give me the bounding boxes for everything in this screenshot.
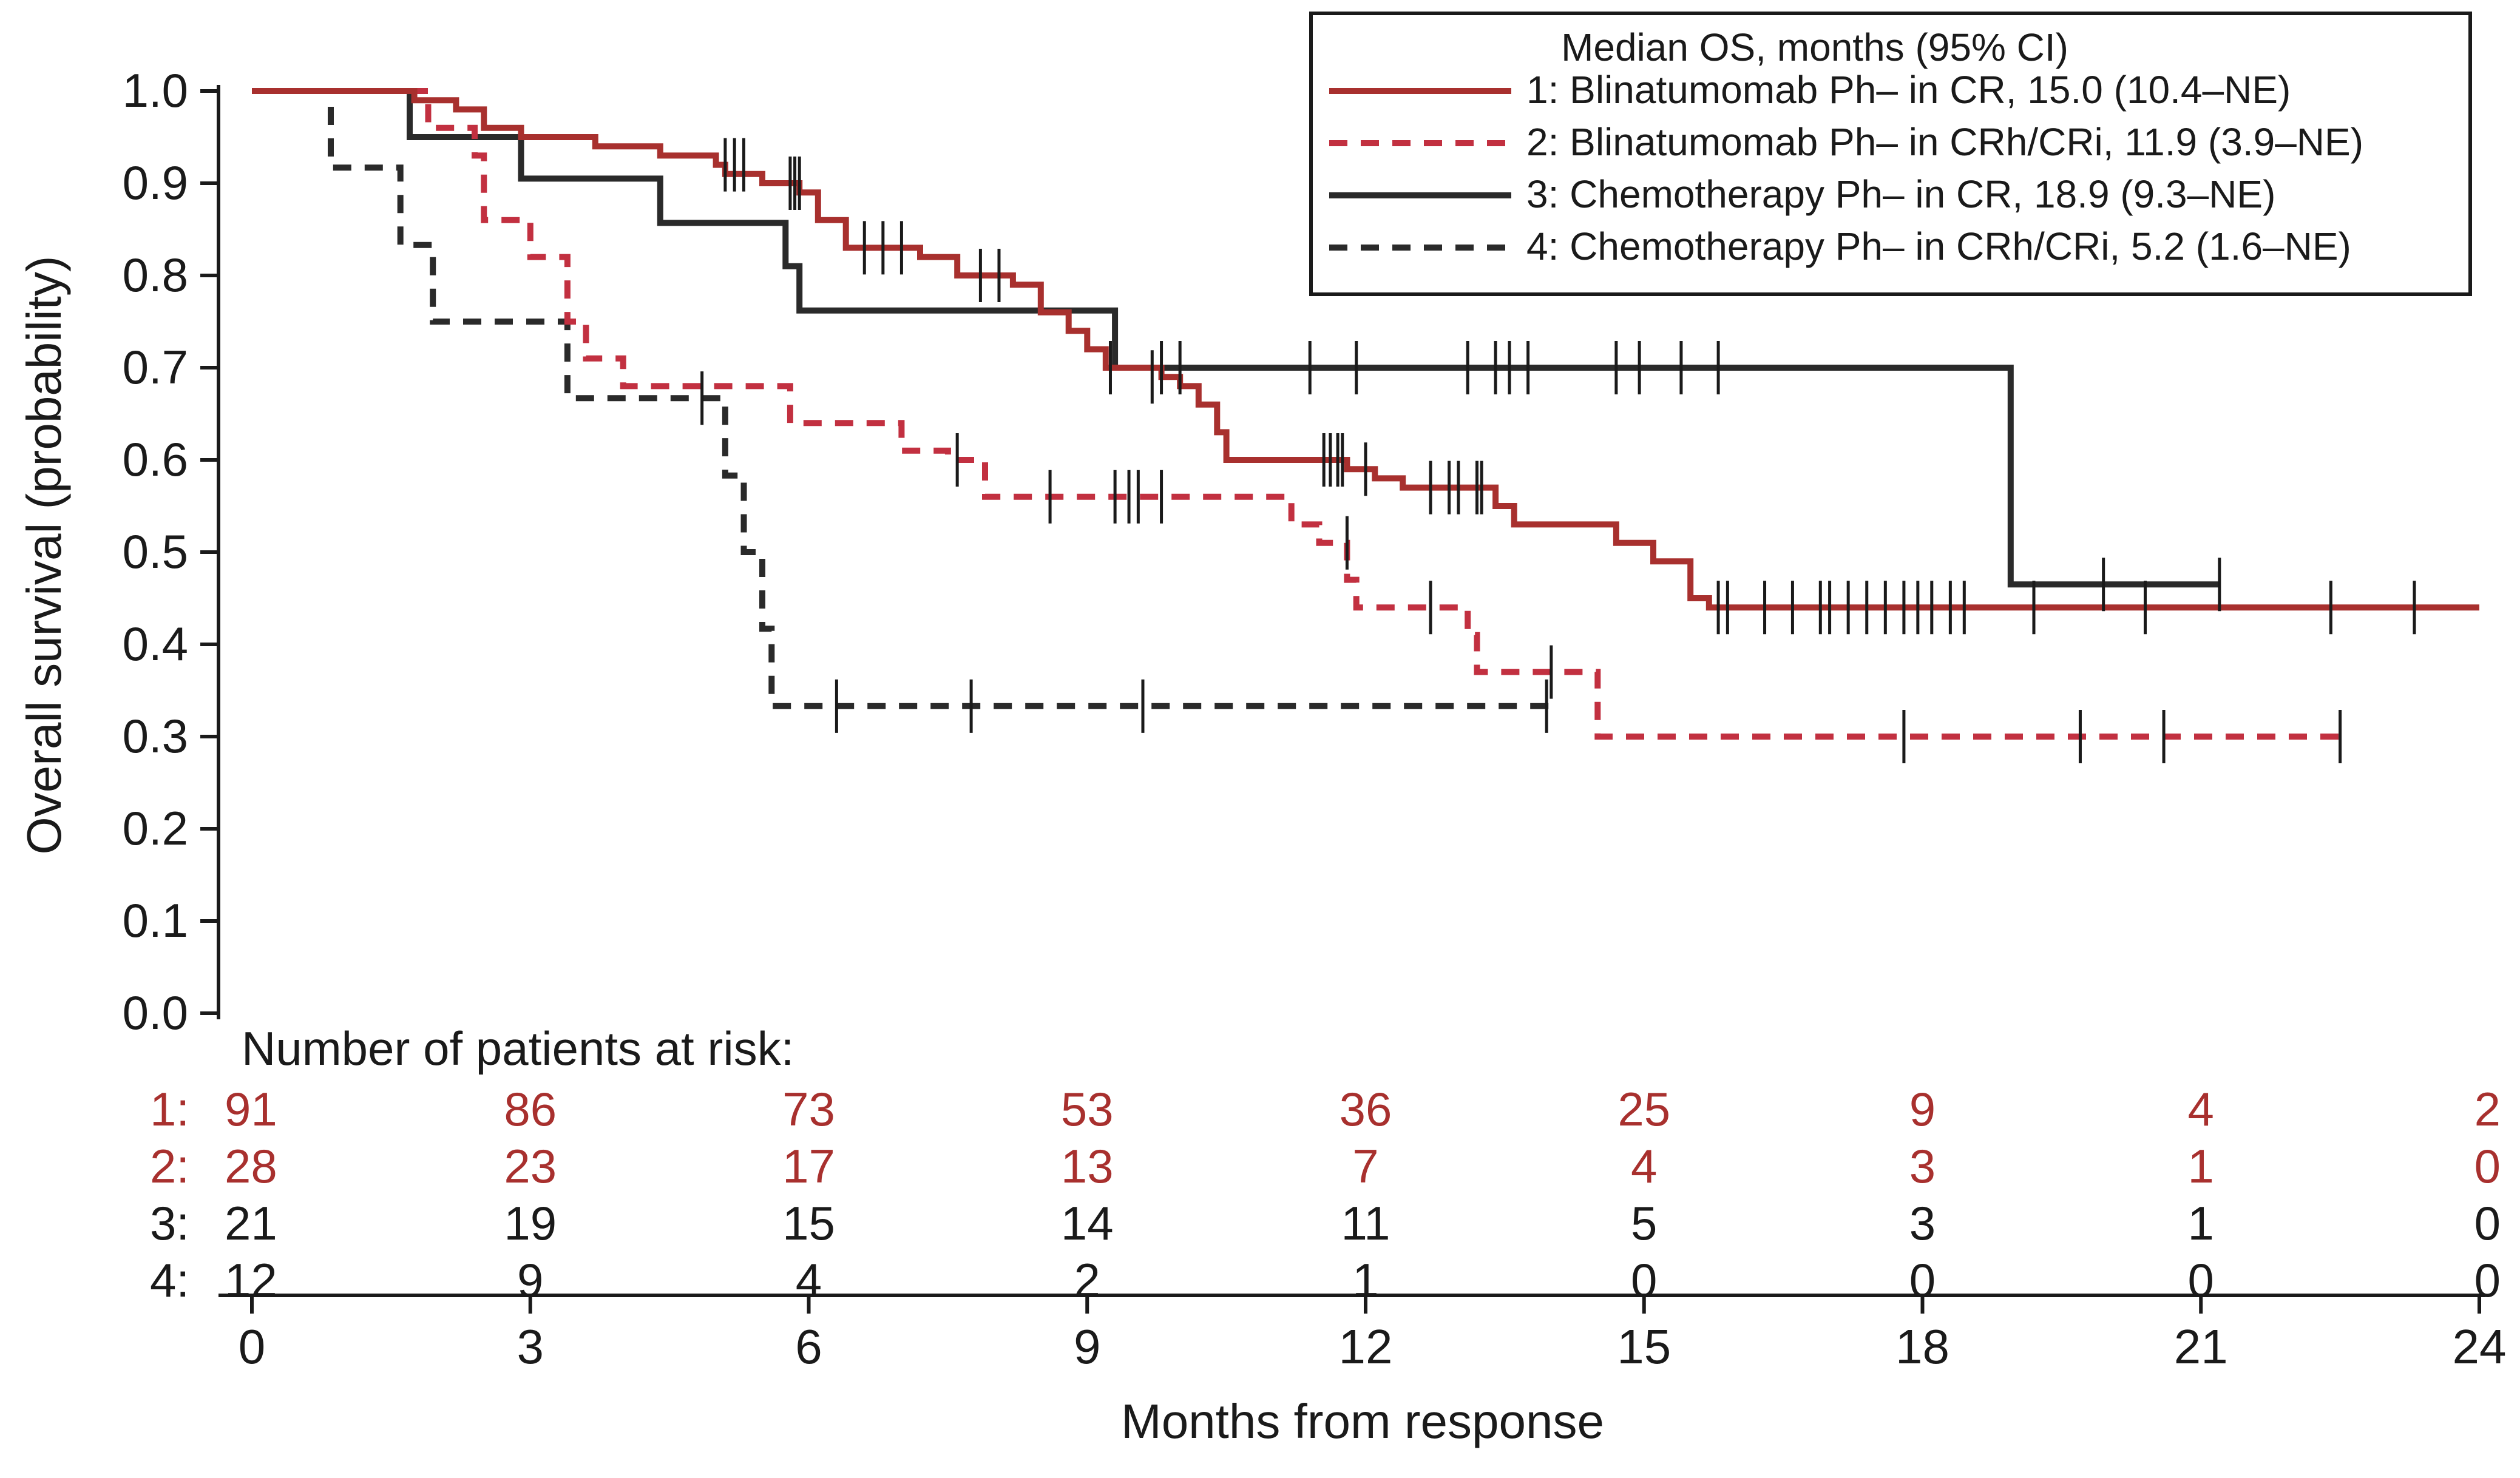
- y-tick-label: 0.2: [123, 801, 188, 855]
- x-axis-label: Months from response: [1121, 1394, 1604, 1448]
- risk-value: 36: [1340, 1082, 1392, 1136]
- risk-value: 25: [1617, 1082, 1670, 1136]
- risk-table: 1: 91 86 73 53 36 25 9 4 22: 28 23 17 13 7 4 3 1 03: 21 19 15…: [150, 1082, 2501, 1307]
- y-tick-label: 0.9: [123, 156, 188, 209]
- risk-value: 0: [1909, 1254, 1936, 1307]
- risk-row-label: 4:: [150, 1254, 189, 1307]
- x-tick-label: 3: [517, 1320, 544, 1374]
- x-tick-label: 21: [2174, 1320, 2228, 1374]
- x-tick-label: 12: [1339, 1320, 1393, 1374]
- risk-row-label: 2:: [150, 1139, 189, 1193]
- risk-value: 86: [504, 1082, 557, 1136]
- y-tick-label: 0.5: [123, 525, 188, 578]
- risk-value: 7: [1352, 1139, 1378, 1193]
- y-tick-label: 0.6: [123, 433, 188, 486]
- risk-value: 4: [2188, 1082, 2214, 1136]
- risk-value: 19: [504, 1196, 557, 1250]
- risk-value: 0: [2474, 1196, 2501, 1250]
- legend-label-3: 3: Chemotherapy Ph– in CR, 18.9 (9.3–NE): [1526, 172, 2275, 216]
- risk-value: 4: [796, 1254, 822, 1307]
- y-tick-label: 0.0: [123, 986, 188, 1039]
- x-tick-label: 9: [1074, 1320, 1101, 1374]
- risk-table-title: Number of patients at risk:: [242, 1022, 794, 1075]
- x-tick-label: 0: [239, 1320, 266, 1374]
- axes-layer: 0.00.10.20.30.40.50.60.70.80.91.00 3 6 9 12 1…: [123, 64, 2507, 1374]
- series-1-curve: [252, 88, 2479, 611]
- x-tick-label: 18: [1895, 1320, 1949, 1374]
- y-tick-label: 0.4: [123, 617, 188, 670]
- legend-entries: 1: Blinatumomab Ph– in CR, 15.0 (10.4–NE…: [1329, 68, 2363, 268]
- risk-row-label: 3:: [150, 1196, 189, 1250]
- risk-value: 3: [1909, 1196, 1936, 1250]
- series-layer: [252, 88, 2479, 740]
- y-axis-label: Overall survival (probability): [17, 256, 71, 855]
- risk-value: 5: [1631, 1196, 1657, 1250]
- y-tick-label: 1.0: [123, 64, 188, 117]
- y-tick-label: 0.7: [123, 340, 188, 394]
- risk-value: 28: [225, 1139, 277, 1193]
- risk-value: 21: [225, 1196, 277, 1250]
- series-4-curve: [252, 88, 1561, 709]
- y-tick-label: 0.3: [123, 709, 188, 763]
- risk-value: 3: [1909, 1139, 1936, 1193]
- risk-value: 15: [782, 1196, 835, 1250]
- risk-value: 13: [1061, 1139, 1114, 1193]
- risk-value: 0: [2474, 1254, 2501, 1307]
- risk-value: 2: [1074, 1254, 1100, 1307]
- y-tick-label: 0.8: [123, 248, 188, 302]
- risk-value: 53: [1061, 1082, 1114, 1136]
- legend-label-2: 2: Blinatumomab Ph– in CRh/CRi, 11.9 (3.…: [1526, 120, 2363, 164]
- risk-value: 1: [2188, 1139, 2214, 1193]
- x-tick-label: 6: [795, 1320, 822, 1374]
- risk-value: 0: [1631, 1254, 1657, 1307]
- risk-value: 2: [2474, 1082, 2501, 1136]
- x-tick-label: 24: [2453, 1320, 2507, 1374]
- series-3-curve: [252, 88, 2220, 588]
- y-tick-label: 0.1: [123, 894, 188, 947]
- risk-row-label: 1:: [150, 1082, 189, 1136]
- risk-value: 12: [225, 1254, 277, 1307]
- risk-value: 4: [1631, 1139, 1657, 1193]
- risk-value: 0: [2188, 1254, 2214, 1307]
- risk-value: 1: [2188, 1196, 2214, 1250]
- legend-title: Median OS, months (95% CI): [1561, 25, 2068, 69]
- risk-value: 14: [1061, 1196, 1114, 1250]
- risk-value: 9: [517, 1254, 543, 1307]
- risk-value: 9: [1909, 1082, 1936, 1136]
- risk-value: 91: [225, 1082, 277, 1136]
- risk-value: 23: [504, 1139, 557, 1193]
- risk-value: 73: [782, 1082, 835, 1136]
- risk-value: 17: [782, 1139, 835, 1193]
- x-tick-label: 15: [1617, 1320, 1671, 1374]
- risk-value: 11: [1341, 1196, 1390, 1250]
- risk-value: 1: [1352, 1254, 1378, 1307]
- risk-value: 0: [2474, 1139, 2501, 1193]
- censor-layer: [700, 138, 2416, 763]
- legend-label-4: 4: Chemotherapy Ph– in CRh/CRi, 5.2 (1.6…: [1526, 224, 2351, 268]
- legend: Median OS, months (95% CI) 1: Blinatumom…: [1309, 12, 2472, 296]
- legend-label-1: 1: Blinatumomab Ph– in CR, 15.0 (10.4–NE…: [1526, 68, 2291, 112]
